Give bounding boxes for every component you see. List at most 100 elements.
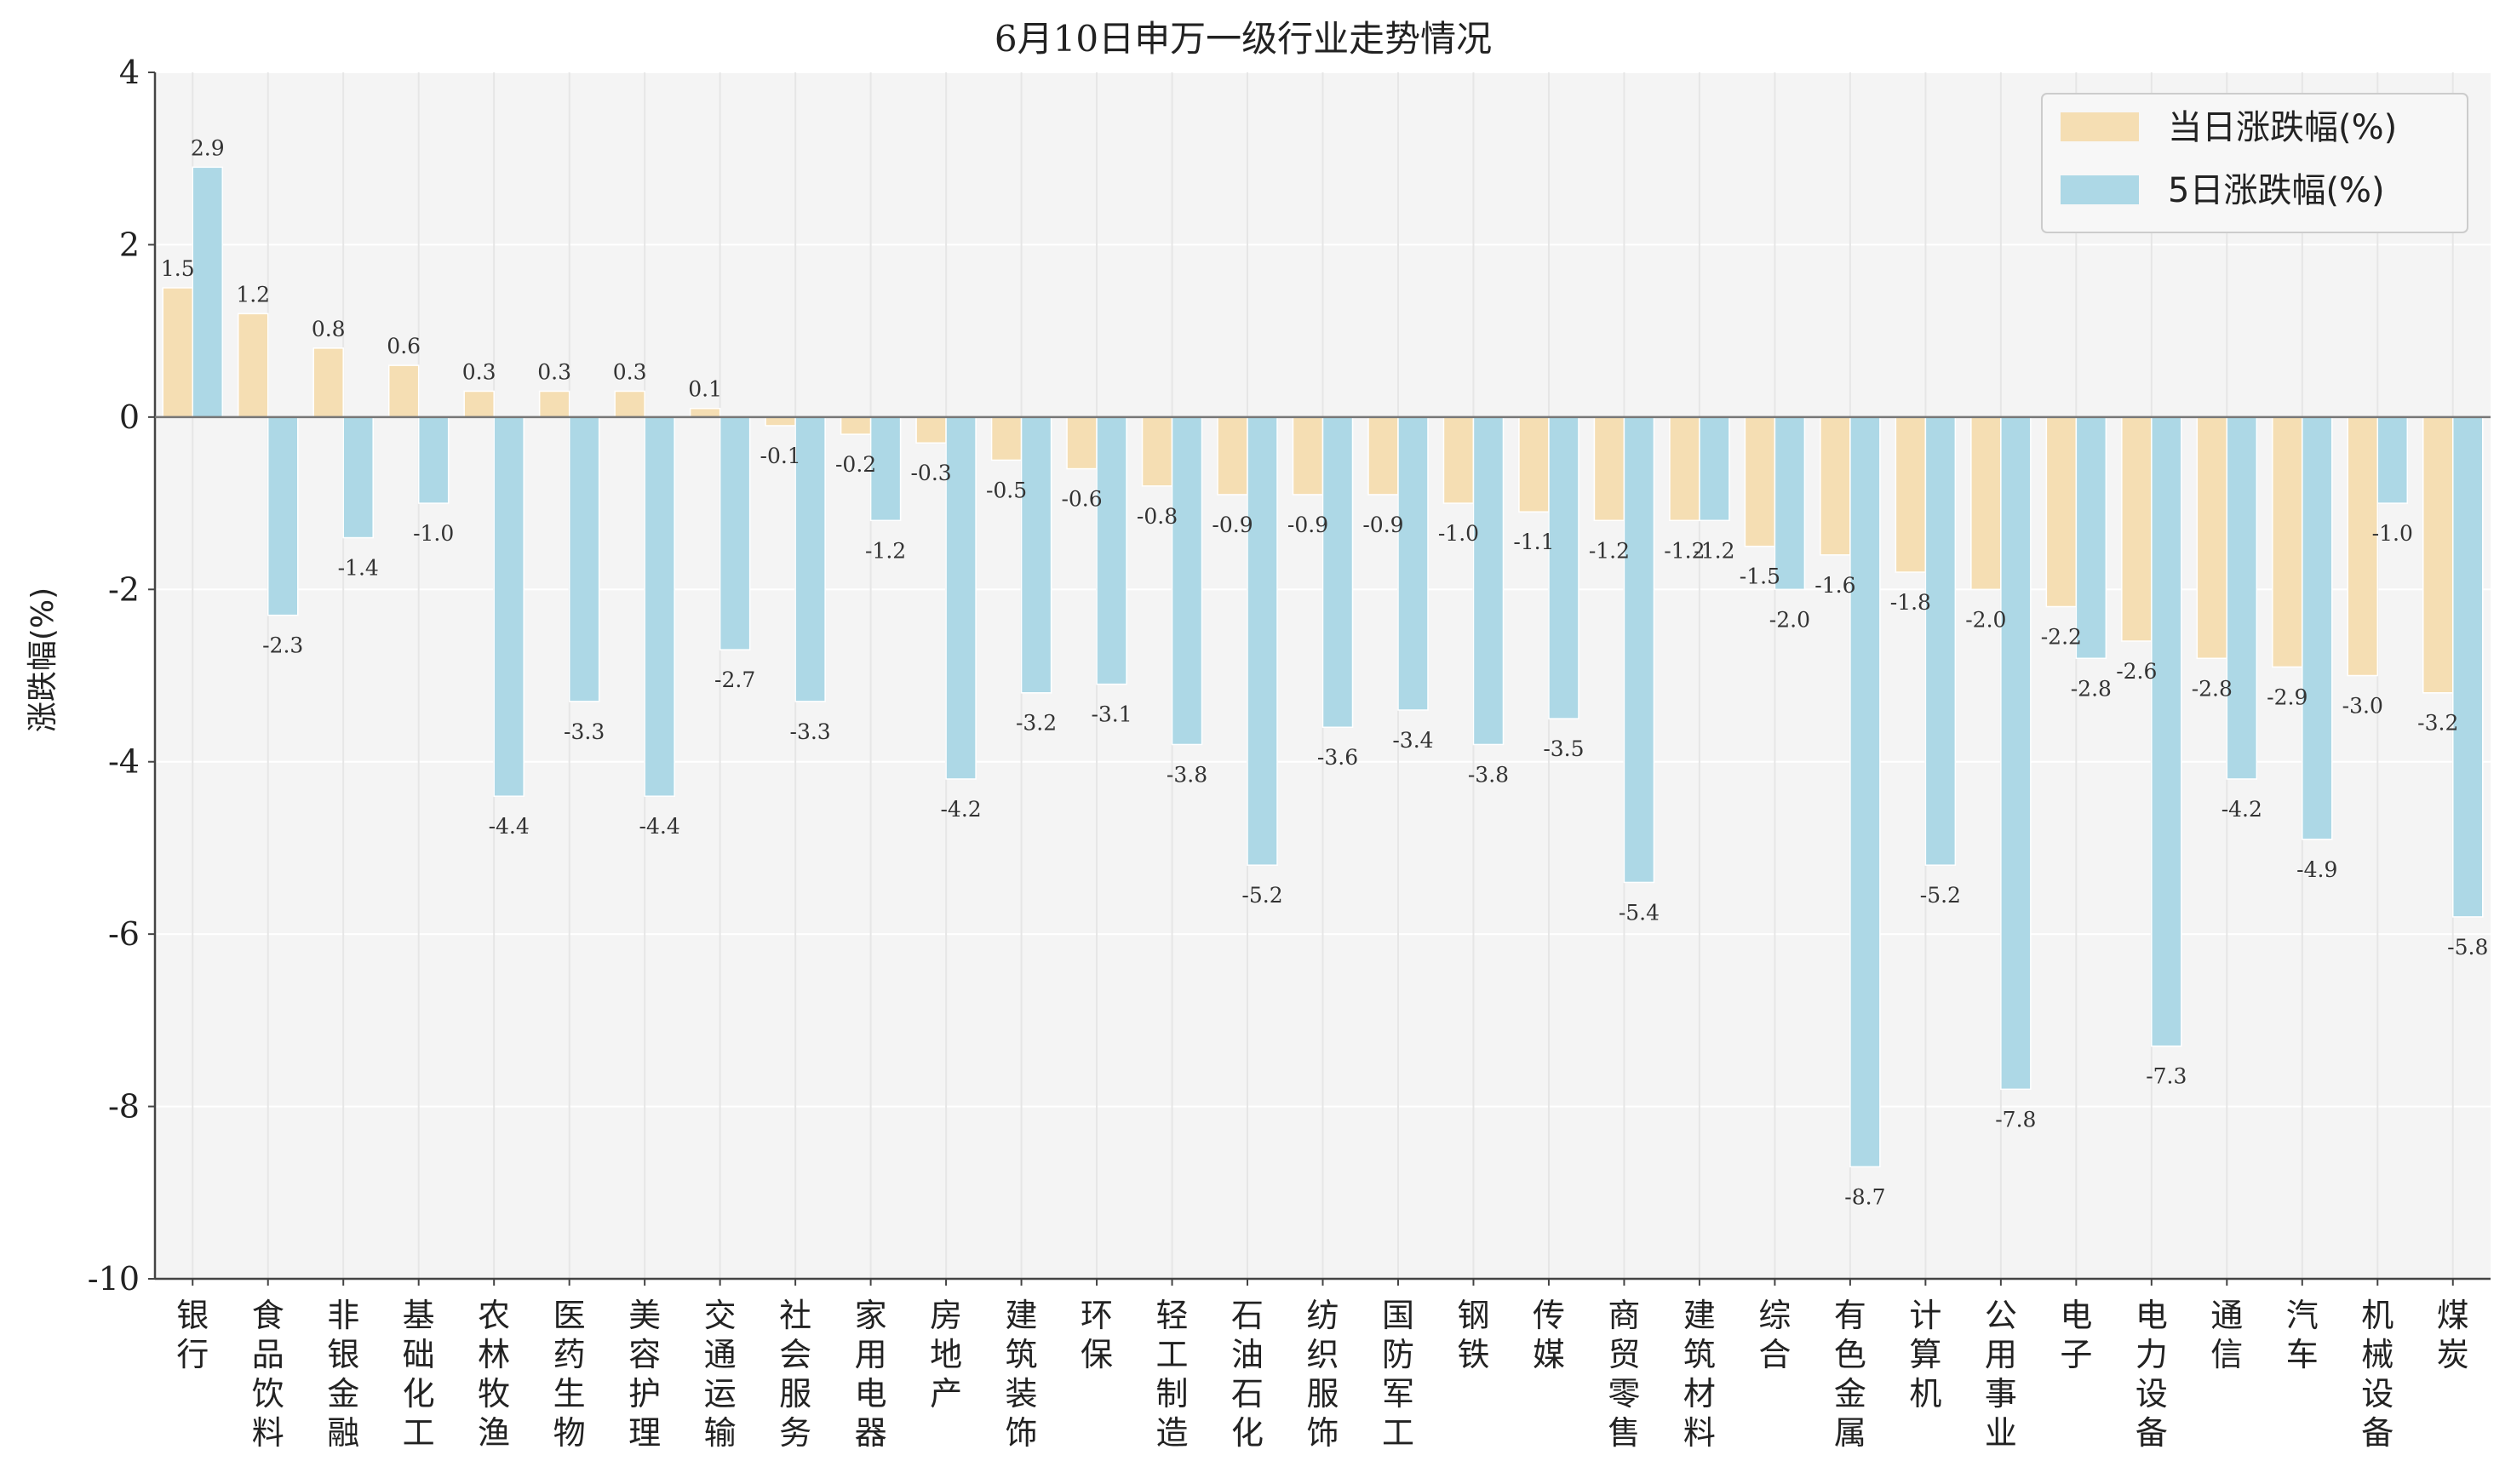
bar-daily xyxy=(1367,416,1399,496)
x-tick-char: 饰 xyxy=(1306,1414,1339,1452)
x-tick-char: 牧 xyxy=(478,1375,510,1412)
data-label: 0.3 xyxy=(462,359,496,384)
data-label: 1.2 xyxy=(236,282,270,307)
bar-5day xyxy=(1849,416,1881,1168)
data-label: 0.3 xyxy=(613,359,647,384)
data-label: 0.1 xyxy=(688,377,722,402)
x-tick-label: 综合 xyxy=(1758,1297,1791,1373)
x-tick-char: 轻 xyxy=(1156,1297,1189,1334)
x-tick-char: 国 xyxy=(1382,1297,1414,1334)
x-tick-label: 非银金融 xyxy=(327,1297,359,1452)
data-label: -1.2 xyxy=(1664,538,1705,563)
x-tick-char: 务 xyxy=(779,1414,811,1452)
x-tick-char: 地 xyxy=(930,1336,962,1373)
bar-5day xyxy=(417,416,450,504)
x-tick-label: 商贸零售 xyxy=(1608,1297,1640,1452)
x-tick-char: 子 xyxy=(2060,1336,2092,1373)
data-label: -2.9 xyxy=(2267,685,2307,709)
data-label: -2.7 xyxy=(714,668,755,692)
data-label: -1.0 xyxy=(2372,521,2413,546)
x-tick-char: 计 xyxy=(1909,1297,1941,1334)
x-tick-char: 用 xyxy=(855,1336,887,1373)
data-label: -2.8 xyxy=(2071,676,2112,701)
bar-daily xyxy=(2272,416,2303,668)
x-tick-char: 算 xyxy=(1909,1336,1941,1373)
x-tick-char: 护 xyxy=(628,1375,661,1412)
x-tick-char: 建 xyxy=(1006,1297,1038,1334)
x-tick-char: 媒 xyxy=(1533,1336,1565,1373)
x-tick-char: 工 xyxy=(403,1414,435,1452)
x-tick-char: 械 xyxy=(2361,1336,2393,1373)
data-label: -2.8 xyxy=(2192,676,2233,701)
x-tick-char: 信 xyxy=(2210,1336,2243,1373)
x-tick-char: 会 xyxy=(779,1336,811,1373)
data-label: -1.2 xyxy=(865,538,906,563)
x-tick-char: 饰 xyxy=(1006,1414,1038,1452)
x-tick-label: 房地产 xyxy=(930,1297,962,1412)
bar-daily xyxy=(990,416,1023,461)
bar-daily xyxy=(2121,416,2153,642)
data-label: -0.1 xyxy=(760,444,801,468)
x-tick-char: 保 xyxy=(1081,1336,1113,1373)
x-tick-char: 料 xyxy=(1683,1414,1716,1452)
x-tick-char: 美 xyxy=(628,1297,661,1334)
data-label: 0.3 xyxy=(537,359,571,384)
x-tick-char: 煤 xyxy=(2437,1297,2469,1334)
data-label: -3.8 xyxy=(1167,762,1207,787)
bar-5day xyxy=(2376,416,2409,504)
x-tick-char: 生 xyxy=(553,1375,586,1412)
bar-daily xyxy=(840,416,872,435)
data-label: -0.3 xyxy=(910,461,951,485)
x-tick-char: 力 xyxy=(2135,1336,2168,1373)
data-label: 0.8 xyxy=(312,317,346,341)
bar-5day xyxy=(1472,416,1505,746)
y-tick-label: -6 xyxy=(108,915,140,953)
bar-daily xyxy=(463,390,495,418)
bar-5day xyxy=(1247,416,1278,866)
bar-daily xyxy=(1593,416,1625,522)
legend-swatch-5day xyxy=(2061,175,2139,204)
x-tick-label: 交通运输 xyxy=(704,1297,737,1452)
bar-5day xyxy=(493,416,525,797)
x-tick-label: 国防军工 xyxy=(1382,1297,1414,1452)
data-label: 2.9 xyxy=(191,135,225,160)
x-tick-char: 融 xyxy=(327,1414,359,1452)
x-tick-char: 通 xyxy=(704,1336,737,1373)
data-label: 0.6 xyxy=(387,334,421,358)
x-tick-label: 钢铁 xyxy=(1457,1297,1489,1373)
data-label: -7.3 xyxy=(2146,1064,2187,1089)
x-tick-char: 色 xyxy=(1834,1336,1866,1373)
x-tick-label: 社会服务 xyxy=(779,1297,811,1452)
data-labels: 1.5 1.2 0.8 0.6 0.3 0.3 0.3 0.1 -0.1 -0.2 -0.3 -0.5… xyxy=(161,135,2489,1209)
x-tick-char: 服 xyxy=(1306,1375,1339,1412)
y-tick-label: 0 xyxy=(119,398,140,436)
x-tick-char: 环 xyxy=(1081,1297,1113,1334)
data-label: -3.0 xyxy=(2342,694,2383,719)
x-tick-char: 机 xyxy=(1909,1375,1941,1412)
x-tick-char: 石 xyxy=(1231,1375,1264,1412)
y-tick-label: 4 xyxy=(119,54,140,91)
bar-daily xyxy=(2347,416,2379,677)
x-tick-char: 建 xyxy=(1683,1297,1716,1334)
data-label: -3.3 xyxy=(790,719,831,744)
x-tick-char: 金 xyxy=(1834,1375,1866,1412)
data-label: -3.2 xyxy=(2417,711,2458,736)
x-tick-char: 防 xyxy=(1382,1336,1414,1373)
bar-5day xyxy=(2452,416,2484,918)
x-tick-label: 电子 xyxy=(2060,1297,2092,1373)
x-tick-char: 有 xyxy=(1834,1297,1866,1334)
data-label: -0.5 xyxy=(986,478,1027,502)
legend: 当日涨跌幅(%) 5日涨跌幅(%) xyxy=(2041,93,2468,233)
y-tick-label: -8 xyxy=(108,1088,140,1126)
legend-label: 5日涨跌幅(%) xyxy=(2168,171,2385,210)
chart-title: 6月10日申万一级行业走势情况 xyxy=(995,18,1492,60)
x-tick-char: 纺 xyxy=(1306,1297,1339,1334)
data-label: -3.6 xyxy=(1317,745,1358,770)
x-tick-label: 农林牧渔 xyxy=(478,1297,510,1452)
bar-daily xyxy=(1518,416,1550,513)
x-tick-label: 医药生物 xyxy=(553,1297,586,1452)
x-tick-char: 社 xyxy=(779,1297,811,1334)
x-tick-label: 计算机 xyxy=(1909,1297,1941,1412)
x-tick-char: 用 xyxy=(1985,1336,2017,1373)
x-tick-char: 钢 xyxy=(1457,1297,1489,1334)
